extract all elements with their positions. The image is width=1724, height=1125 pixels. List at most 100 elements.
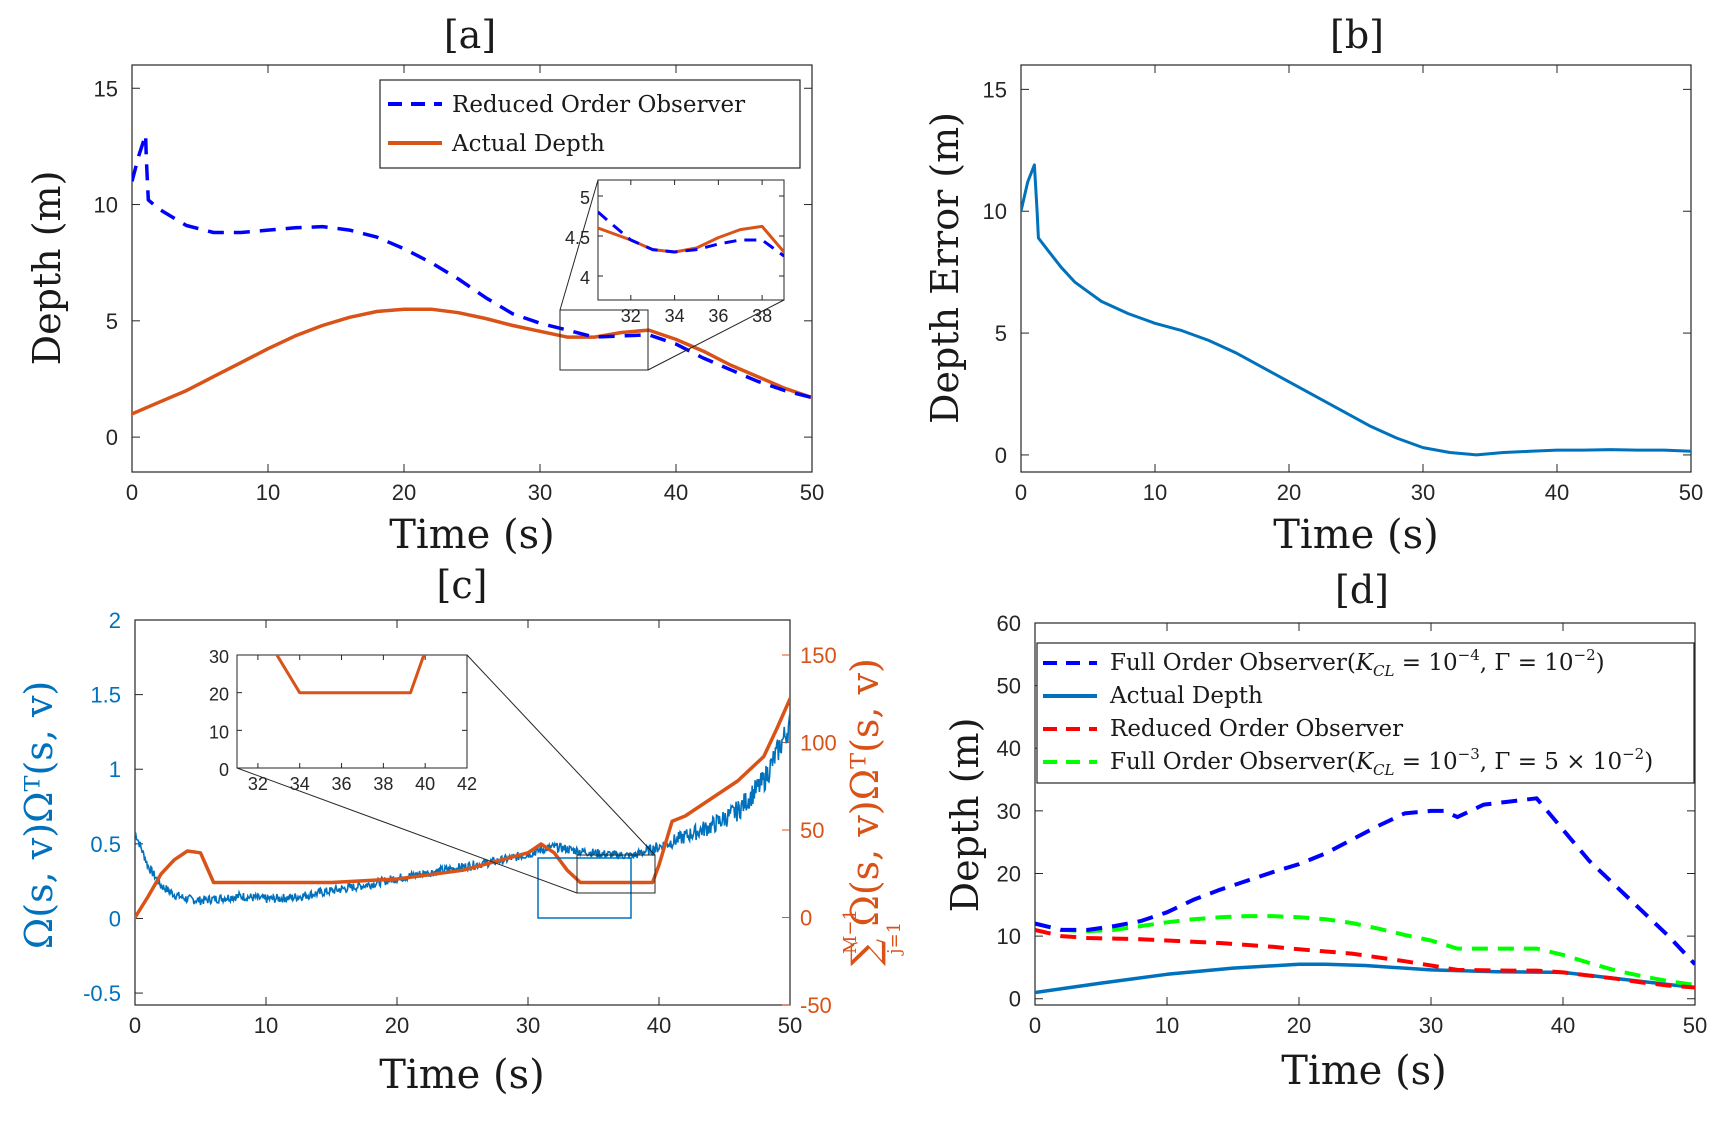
legend-d-full-1-eq1: = 10 bbox=[1395, 650, 1458, 676]
legend-d-full-1-suffix: ) bbox=[1596, 650, 1605, 676]
panel-a-ylabel: Depth (m) bbox=[25, 171, 69, 366]
panel-b-title: [b] bbox=[1330, 13, 1384, 57]
panel-a-ticks: 0 10 20 30 40 50 0 5 10 15 bbox=[94, 65, 824, 505]
panel-a-zoom-connector-1 bbox=[559, 179, 599, 311]
x-tick-label: 10 bbox=[254, 1013, 278, 1038]
x-tick-label: 30 bbox=[1419, 1013, 1443, 1038]
legend-d-full-1-gamma: , Γ = 10 bbox=[1480, 650, 1574, 676]
legend-d-full-2-prefix: Full Order Observer( bbox=[1110, 749, 1356, 775]
x-tick-label: 10 bbox=[256, 480, 280, 505]
x-tick-label: 32 bbox=[248, 774, 268, 794]
y-tick-label: 0 bbox=[106, 425, 118, 450]
legend-d-full-2-eq1: = 10 bbox=[1395, 749, 1458, 775]
x-tick-label: 10 bbox=[1155, 1013, 1179, 1038]
panel-a: [a] 0 10 20 30 40 50 0 5 10 15 Time (s) Depth (m)… bbox=[25, 13, 824, 558]
y-tick-label: 15 bbox=[983, 77, 1007, 102]
x-tick-label: 50 bbox=[1683, 1013, 1707, 1038]
x-tick-label: 0 bbox=[126, 480, 138, 505]
legend-a-label-reduced: Reduced Order Observer bbox=[452, 92, 745, 118]
panel-c-zoom-connector-2 bbox=[466, 654, 656, 856]
legend-d-full-1-k-sub: CL bbox=[1373, 662, 1394, 680]
x-tick-label: 40 bbox=[1545, 480, 1569, 505]
panel-b-axes-box bbox=[1020, 64, 1692, 473]
panel-a-title: [a] bbox=[444, 13, 496, 57]
series-line-depth-error bbox=[1021, 163, 1691, 457]
y-right-tick-label: 150 bbox=[800, 643, 837, 668]
panel-c-lines bbox=[135, 697, 790, 920]
series-line-reduced-order-observer bbox=[1035, 927, 1695, 990]
y-tick-label: 0 bbox=[219, 760, 229, 780]
panel-a-inset-lines bbox=[598, 210, 784, 258]
series-line-actual-depth bbox=[132, 307, 812, 416]
panel-a-lines bbox=[132, 133, 812, 416]
panel-a-inset-ticks: 32 34 36 38 4 4.5 5 bbox=[565, 180, 784, 326]
panel-d-legend-box bbox=[1036, 642, 1695, 784]
y-right-tick-label: 100 bbox=[800, 731, 837, 756]
y-tick-label: 60 bbox=[997, 611, 1021, 636]
panel-c-ylabel-right: ∑ Ω(s, v)Ωᵀ(s, v) M−1 j=1 bbox=[840, 658, 905, 966]
x-tick-label: 0 bbox=[1029, 1013, 1041, 1038]
panel-d-lines bbox=[1035, 796, 1695, 995]
x-tick-label: 40 bbox=[664, 480, 688, 505]
x-tick-label: 20 bbox=[1287, 1013, 1311, 1038]
inset-line-sum-omega-omega-t bbox=[275, 655, 426, 695]
y-tick-label: 15 bbox=[94, 76, 118, 101]
panel-a-inset: 32 34 36 38 4 4.5 5 bbox=[565, 179, 785, 326]
series-line-sum-omega-omega-t bbox=[135, 697, 790, 920]
y-tick-label: 5 bbox=[106, 309, 118, 334]
x-tick-label: 38 bbox=[373, 774, 393, 794]
panel-c-inset: 32 34 36 38 40 42 0 10 20 30 bbox=[209, 647, 477, 794]
panel-a-zoom-connector-2 bbox=[647, 299, 785, 371]
panel-c-ylabel-right-text: ∑ Ω(s, v)Ωᵀ(s, v) bbox=[843, 658, 887, 966]
y-tick-label: 2 bbox=[109, 608, 121, 633]
y-tick-label: 10 bbox=[983, 199, 1007, 224]
legend-d-full-2-k: K bbox=[1355, 749, 1375, 775]
y-tick-label: 1 bbox=[109, 757, 121, 782]
panel-c-inset-lines bbox=[275, 655, 426, 695]
panel-c-title: [c] bbox=[437, 563, 488, 607]
x-tick-label: 30 bbox=[516, 1013, 540, 1038]
panel-c-zoom-region-blue bbox=[537, 857, 632, 919]
panel-c-zoom-connector-1 bbox=[236, 767, 578, 894]
y-right-tick-label: 0 bbox=[800, 906, 812, 931]
y-tick-label: 5 bbox=[580, 188, 590, 208]
panel-c-inset-box bbox=[236, 654, 468, 769]
panel-d-xlabel: Time (s) bbox=[1281, 1048, 1447, 1094]
panel-d: [d] 0 10 20 30 40 50 0 10 20 30 40 50 60 Time (s) De… bbox=[943, 568, 1707, 1094]
x-tick-label: 50 bbox=[778, 1013, 802, 1038]
x-tick-label: 40 bbox=[1551, 1013, 1575, 1038]
x-tick-label: 36 bbox=[332, 774, 352, 794]
panel-d-title: [d] bbox=[1335, 568, 1389, 612]
y-tick-label: 0.5 bbox=[90, 832, 121, 857]
y-tick-label: 30 bbox=[209, 647, 229, 667]
panel-b-ticks: 0 10 20 30 40 50 0 5 10 15 bbox=[983, 65, 1703, 505]
x-tick-label: 42 bbox=[457, 774, 477, 794]
legend-d-full-2-k-sub: CL bbox=[1373, 761, 1394, 779]
panel-b-lines bbox=[1021, 163, 1691, 457]
y-tick-label: 10 bbox=[94, 193, 118, 218]
legend-d-full-1-k: K bbox=[1355, 650, 1375, 676]
panel-c-ylabel-left: Ω(s, v)Ωᵀ(s, v) bbox=[17, 681, 61, 950]
x-tick-label: 34 bbox=[665, 306, 685, 326]
panel-a-legend: Reduced Order Observer Actual Depth bbox=[379, 79, 801, 169]
legend-d-label-reduced: Reduced Order Observer bbox=[1110, 716, 1403, 742]
x-tick-label: 20 bbox=[392, 480, 416, 505]
legend-d-full-1-prefix: Full Order Observer( bbox=[1110, 650, 1356, 676]
panel-a-legend-box bbox=[379, 79, 801, 169]
panel-d-legend: Full Order Observer(KCL = 10−4, Γ = 10−2… bbox=[1036, 642, 1695, 784]
panel-b-xlabel: Time (s) bbox=[1273, 512, 1439, 558]
x-tick-label: 50 bbox=[1679, 480, 1703, 505]
legend-d-label-actual: Actual Depth bbox=[1109, 683, 1263, 709]
x-tick-label: 0 bbox=[1015, 480, 1027, 505]
x-tick-label: 0 bbox=[129, 1013, 141, 1038]
x-tick-label: 50 bbox=[800, 480, 824, 505]
legend-d-label-full-2: Full Order Observer(KCL = 10−3, Γ = 5 × … bbox=[1110, 745, 1653, 779]
legend-d-full-2-suffix: ) bbox=[1644, 749, 1653, 775]
panel-b-ylabel: Depth Error (m) bbox=[923, 112, 967, 424]
series-line-full-order-observer-1 bbox=[1035, 796, 1695, 966]
y-tick-label: 5 bbox=[995, 321, 1007, 346]
x-tick-label: 40 bbox=[647, 1013, 671, 1038]
legend-d-label-full-1: Full Order Observer(KCL = 10−4, Γ = 10−2… bbox=[1110, 646, 1605, 680]
x-tick-label: 20 bbox=[1277, 480, 1301, 505]
